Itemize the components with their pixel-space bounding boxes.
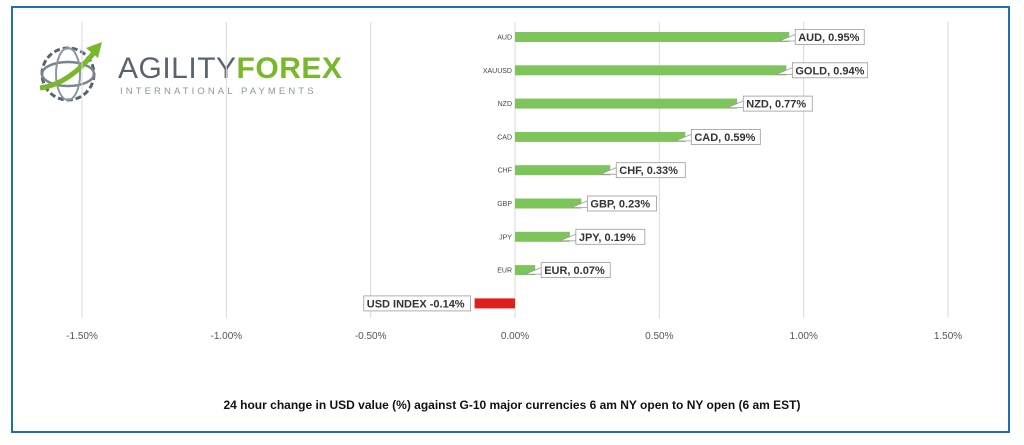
bar [474,298,515,309]
data-label-box [586,195,657,212]
data-label-box [540,262,611,279]
x-tick-label: -0.50% [355,331,387,342]
category-label: CHF [498,168,512,175]
logo-word-agility: AGILITY [118,52,237,85]
category-label: EUR [497,268,512,275]
globe-arrow-icon [39,42,102,102]
data-label: NZD, 0.77% [746,99,806,111]
data-label-box [794,29,865,45]
data-label: JPY, 0.19% [579,232,636,244]
bar [515,265,536,276]
logo-word-forex: FOREX [236,52,343,85]
data-label-box [575,228,646,245]
data-label-box [690,128,761,145]
bar [515,98,738,109]
category-label: NZD [498,101,512,108]
x-tick-label: 1.50% [934,331,962,342]
category-label: JPY [499,234,512,241]
x-tick-label: 0.50% [645,331,673,342]
chart-caption: 24 hour change in USD value (%) against … [223,398,801,412]
bar [515,65,787,76]
bar [515,165,611,176]
data-label: USD INDEX -0.14% [367,298,465,310]
data-label: EUR, 0.07% [544,265,605,277]
data-label-box [742,95,813,112]
category-label: CAD [497,134,512,141]
x-tick-label: -1.00% [210,331,242,342]
data-label: CHF, 0.33% [619,165,678,177]
bar [515,231,570,242]
category-label: AUD [497,35,512,42]
x-tick-label: -1.50% [66,331,98,342]
data-label-box [791,62,869,79]
data-label-box [615,162,686,179]
data-label: GBP, 0.23% [590,199,650,211]
data-label: GOLD, 0.94% [795,65,864,77]
data-label-box [363,295,471,312]
x-tick-label: 0.00% [501,331,529,342]
agility-forex-logo: AGILITYFOREX INTERNATIONAL PAYMENTS [36,36,342,106]
category-label: GBP [497,201,512,208]
bar [515,198,582,209]
x-tick-label: 1.00% [789,331,817,342]
bar [515,32,790,42]
logo-wordmark: AGILITYFOREX [118,52,342,86]
data-label: CAD, 0.59% [694,132,755,144]
logo-tagline: INTERNATIONAL PAYMENTS [120,86,317,97]
category-label: XAUUSD [483,68,512,75]
bar [515,131,686,142]
data-label: AUD, 0.95% [798,32,859,44]
